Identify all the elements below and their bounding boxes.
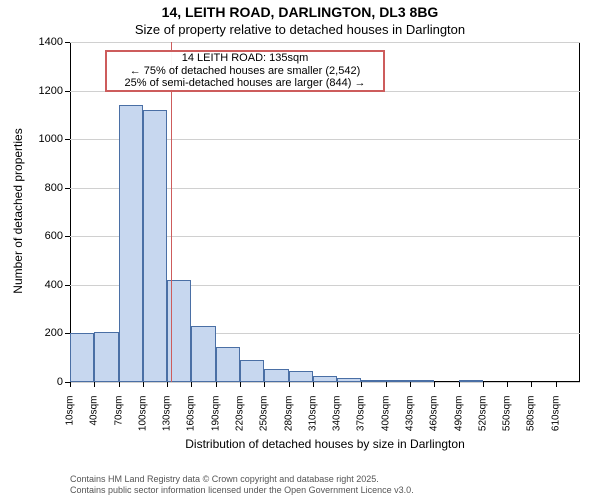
y-tick-label: 800 xyxy=(25,182,63,194)
annotation-line-1: 14 LEITH ROAD: 135sqm xyxy=(107,52,383,65)
y-tick-label: 200 xyxy=(25,327,63,339)
x-tick-mark xyxy=(361,382,362,387)
y-axis-label: Number of detached properties xyxy=(11,111,25,311)
y-tick-mark xyxy=(65,285,70,286)
x-tick-label: 580sqm xyxy=(526,396,537,446)
x-tick-mark xyxy=(264,382,265,387)
x-tick-mark xyxy=(531,382,532,387)
chart-title-line2: Size of property relative to detached ho… xyxy=(0,22,600,37)
histogram-bar xyxy=(240,360,264,382)
x-tick-label: 550sqm xyxy=(502,396,513,446)
x-tick-label: 610sqm xyxy=(550,396,561,446)
x-tick-label: 190sqm xyxy=(210,396,221,446)
histogram-bar xyxy=(410,380,434,382)
y-tick-label: 0 xyxy=(25,376,63,388)
x-tick-mark xyxy=(94,382,95,387)
y-tick-mark xyxy=(65,188,70,189)
gridline xyxy=(70,42,580,43)
x-tick-label: 460sqm xyxy=(429,396,440,446)
histogram-bar xyxy=(191,326,215,382)
x-tick-label: 70sqm xyxy=(113,396,124,446)
y-tick-mark xyxy=(65,333,70,334)
x-tick-mark xyxy=(459,382,460,387)
histogram-bar xyxy=(70,333,94,382)
x-tick-label: 250sqm xyxy=(259,396,270,446)
histogram-bar xyxy=(313,376,337,382)
annotation-box: 14 LEITH ROAD: 135sqm ← 75% of detached … xyxy=(105,50,385,92)
x-tick-label: 220sqm xyxy=(235,396,246,446)
histogram-bar xyxy=(94,332,118,382)
x-tick-mark xyxy=(143,382,144,387)
histogram-bar xyxy=(361,380,385,382)
histogram-bar xyxy=(264,369,288,382)
x-tick-label: 160sqm xyxy=(186,396,197,446)
histogram-bar xyxy=(119,105,143,382)
x-tick-mark xyxy=(289,382,290,387)
credits-line-2: Contains public sector information licen… xyxy=(70,485,414,496)
x-tick-mark xyxy=(240,382,241,387)
histogram-bar xyxy=(216,347,240,382)
credits: Contains HM Land Registry data © Crown c… xyxy=(70,474,414,496)
axis-right xyxy=(579,42,580,382)
plot-area xyxy=(70,42,580,382)
x-tick-mark xyxy=(386,382,387,387)
x-tick-mark xyxy=(434,382,435,387)
gridline xyxy=(70,382,580,383)
y-tick-label: 1000 xyxy=(25,133,63,145)
y-tick-label: 400 xyxy=(25,279,63,291)
x-tick-mark xyxy=(507,382,508,387)
x-tick-mark xyxy=(216,382,217,387)
x-tick-mark xyxy=(556,382,557,387)
x-tick-mark xyxy=(119,382,120,387)
histogram-bar xyxy=(289,371,313,382)
histogram-bar xyxy=(386,380,410,382)
x-tick-label: 40sqm xyxy=(89,396,100,446)
x-tick-label: 310sqm xyxy=(307,396,318,446)
chart-title-line1: 14, LEITH ROAD, DARLINGTON, DL3 8BG xyxy=(0,4,600,20)
histogram-bar xyxy=(143,110,167,382)
y-tick-mark xyxy=(65,42,70,43)
x-tick-label: 340sqm xyxy=(332,396,343,446)
annotation-line-3: 25% of semi-detached houses are larger (… xyxy=(107,77,383,90)
x-tick-mark xyxy=(313,382,314,387)
x-tick-label: 520sqm xyxy=(477,396,488,446)
x-tick-label: 400sqm xyxy=(380,396,391,446)
x-tick-mark xyxy=(191,382,192,387)
chart-root: 14, LEITH ROAD, DARLINGTON, DL3 8BG Size… xyxy=(0,0,600,500)
x-tick-label: 100sqm xyxy=(137,396,148,446)
y-tick-mark xyxy=(65,91,70,92)
x-tick-label: 490sqm xyxy=(453,396,464,446)
reference-vline xyxy=(171,42,172,382)
histogram-bar xyxy=(337,378,361,382)
x-tick-mark xyxy=(483,382,484,387)
y-tick-mark xyxy=(65,139,70,140)
x-tick-label: 10sqm xyxy=(65,396,76,446)
annotation-line-2: ← 75% of detached houses are smaller (2,… xyxy=(107,65,383,78)
y-tick-label: 1200 xyxy=(25,85,63,97)
x-tick-label: 130sqm xyxy=(162,396,173,446)
y-tick-mark xyxy=(65,236,70,237)
x-tick-label: 430sqm xyxy=(405,396,416,446)
histogram-bar xyxy=(459,380,483,382)
x-tick-mark xyxy=(337,382,338,387)
credits-line-1: Contains HM Land Registry data © Crown c… xyxy=(70,474,414,485)
y-tick-label: 1400 xyxy=(25,36,63,48)
x-tick-mark xyxy=(167,382,168,387)
x-tick-label: 370sqm xyxy=(356,396,367,446)
x-tick-mark xyxy=(410,382,411,387)
x-tick-label: 280sqm xyxy=(283,396,294,446)
y-tick-label: 600 xyxy=(25,230,63,242)
x-tick-mark xyxy=(70,382,71,387)
axis-left xyxy=(70,42,71,382)
